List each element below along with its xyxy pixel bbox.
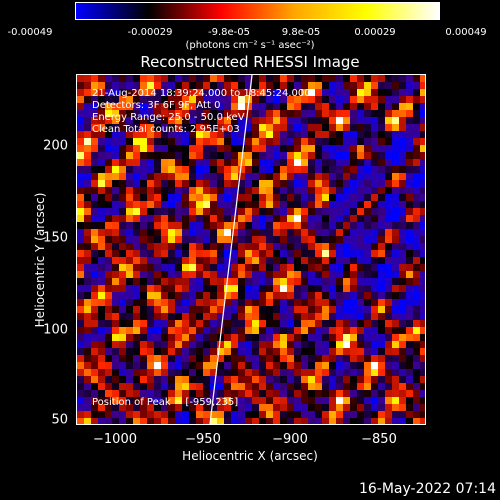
peak-position-text: Position of Peak = [-959,235] (92, 397, 239, 408)
colorbar-tick: -9.8e-05 (208, 27, 250, 38)
y-tick-label: 150 (43, 230, 68, 246)
energy-range-text: Energy Range: 25.0 - 50.0 keV (92, 112, 245, 123)
x-axis-label: Heliocentric X (arcsec) (182, 449, 318, 463)
time-range-text: 21-Aug-2014 18:39:24.000 to 18:45:24.000 (92, 88, 311, 99)
colorbar-tick: 0.00049 (445, 27, 487, 38)
image-title: Reconstructed RHESSI Image (140, 53, 360, 71)
heatmap-image (77, 75, 425, 424)
solar-limb-line (209, 75, 253, 424)
x-tick-label: −900 (272, 432, 308, 447)
colorbar (75, 2, 440, 20)
colorbar-tick: -0.00049 (7, 27, 53, 38)
y-tick-label: 100 (43, 322, 68, 338)
colorbar-tick: 0.00029 (354, 27, 396, 38)
timestamp: 16-May-2022 07:14 (358, 481, 496, 497)
image-plot[interactable] (76, 74, 426, 425)
detectors-text: Detectors: 3F 6F 9F, Att 0 (92, 100, 221, 111)
colorbar-tick: 9.8e-05 (281, 27, 321, 38)
colorbar-tick: -0.00029 (127, 27, 173, 38)
y-tick-label: 50 (51, 412, 68, 428)
clean-counts-text: Clean Total counts: 2.95E+03 (92, 124, 240, 135)
x-tick-label: −850 (361, 432, 397, 447)
x-tick-label: −950 (185, 432, 221, 447)
colorbar-units: (photons cm⁻² s⁻¹ asec⁻²) (185, 40, 315, 51)
x-tick-label: −1000 (93, 432, 137, 447)
y-axis-label: Heliocentric Y (arcsec) (33, 192, 47, 328)
y-tick-label: 200 (43, 138, 68, 154)
